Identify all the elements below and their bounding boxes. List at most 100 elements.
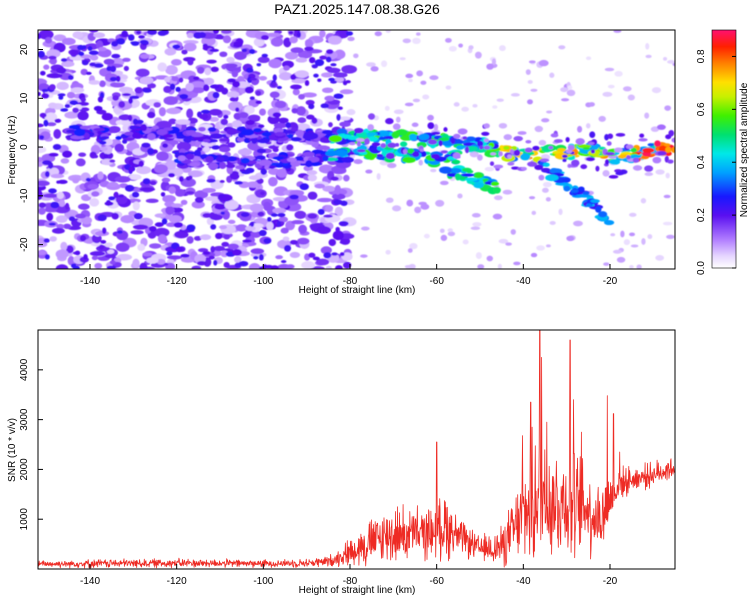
- spectrogram-cell: [249, 203, 264, 213]
- spectrogram-cell: [539, 158, 550, 163]
- spectrogram-cell: [249, 77, 258, 81]
- spectrogram-cell: [456, 145, 465, 150]
- spectrogram-cell: [290, 137, 302, 142]
- spectrogram-cell: [613, 30, 622, 33]
- spectrogram-cell: [324, 204, 333, 212]
- spectrogram-cell: [445, 85, 452, 90]
- spectrogram-y-tick-label: 0: [19, 144, 30, 150]
- spectrogram-cell: [226, 91, 240, 98]
- spectrogram-cell: [348, 142, 356, 146]
- spectrogram-cell: [250, 221, 255, 227]
- spectrogram-cell: [183, 42, 197, 52]
- spectrogram-cell: [307, 191, 318, 200]
- spectrogram-cell: [128, 174, 142, 181]
- spectrogram-cell: [378, 136, 387, 140]
- spectrogram-cell: [220, 118, 228, 126]
- spectrogram-cell: [45, 107, 56, 115]
- spectrogram-cell: [253, 37, 265, 47]
- spectrogram-cell: [589, 131, 596, 139]
- spectrogram-cell: [178, 77, 184, 83]
- spectrogram-cell: [205, 155, 214, 163]
- spectrogram-cell: [492, 213, 503, 220]
- spectrogram-cell: [200, 109, 211, 114]
- spectrogram-cell: [51, 227, 65, 234]
- spectrogram-cell: [387, 142, 397, 148]
- spectrogram-cell: [385, 197, 394, 203]
- spectrogram-cell: [124, 184, 135, 192]
- spectrogram-cell: [130, 41, 140, 45]
- spectrogram-cell: [545, 174, 559, 182]
- spectrogram-cell: [632, 165, 643, 171]
- spectrogram-cell: [118, 114, 131, 121]
- spectrogram-cell: [333, 93, 344, 99]
- spectrogram-cell: [608, 159, 621, 165]
- spectrogram-cell: [48, 222, 56, 226]
- spectrogram-cell: [77, 44, 85, 51]
- spectrogram-cell: [38, 202, 47, 208]
- spectrogram-cell: [256, 137, 270, 144]
- spectrogram-cell: [198, 126, 206, 132]
- spectrogram-cell: [530, 252, 538, 258]
- spectrogram-cell: [449, 167, 462, 174]
- spectrogram-cell: [605, 159, 610, 165]
- spectrogram-cell: [268, 58, 282, 69]
- spectrogram-cell: [194, 149, 202, 158]
- spectrogram-cell: [164, 47, 177, 56]
- spectrogram-cell: [630, 154, 642, 159]
- spectrogram-cell: [292, 88, 300, 96]
- spectrogram-cell: [163, 127, 173, 131]
- spectrogram-cell: [50, 201, 60, 209]
- spectrogram-cell: [203, 77, 215, 86]
- spectrogram-cell: [211, 145, 220, 150]
- spectrogram-cell: [206, 59, 217, 64]
- spectrogram-cell: [68, 75, 74, 80]
- spectrogram-cell: [493, 164, 504, 169]
- spectrogram-cell: [580, 164, 588, 170]
- spectrogram-cell: [139, 76, 154, 85]
- spectrogram-cell: [106, 265, 117, 269]
- spectrogram-cell: [149, 243, 162, 249]
- spectrogram-cell: [41, 160, 52, 166]
- spectrogram-cell: [154, 222, 164, 227]
- spectrogram-cell: [483, 145, 491, 150]
- spectrogram-cell: [188, 175, 193, 180]
- spectrogram-cell: [289, 194, 299, 200]
- spectrogram-cell: [385, 118, 394, 125]
- spectrogram-cell: [595, 165, 600, 172]
- spectrogram-cell: [542, 187, 549, 193]
- spectrogram-cell: [58, 199, 66, 207]
- spectrogram-cell: [44, 254, 50, 260]
- spectrogram-cell: [173, 222, 183, 228]
- spectrogram-cell: [147, 111, 156, 119]
- spectrogram-cell: [490, 152, 497, 156]
- spectrogram-cell: [590, 199, 600, 203]
- spectrogram-cell: [562, 177, 571, 183]
- spectrogram-cell: [647, 143, 655, 147]
- spectrogram-cell: [255, 90, 262, 96]
- spectrogram-cell: [198, 31, 206, 39]
- spectrogram-cell: [525, 69, 531, 75]
- spectrogram-cell: [304, 79, 310, 86]
- spectrogram-cell: [629, 212, 637, 217]
- spectrogram-cell: [249, 48, 256, 55]
- spectrogram-cell: [115, 75, 121, 82]
- spectrogram-y-axis-label: Frequency (Hz): [7, 116, 18, 185]
- spectrogram-cell: [376, 153, 384, 158]
- snr-x-axis: -140 -120 -100 -80 -60 -40 -20: [80, 564, 618, 587]
- spectrogram-cell: [529, 196, 536, 200]
- spectrogram-cell: [260, 34, 270, 41]
- spectrogram-cell: [439, 180, 449, 186]
- spectrogram-cell: [38, 146, 47, 154]
- spectrogram-cell: [353, 159, 363, 165]
- spectrogram-x-tick-label: -120: [167, 276, 187, 287]
- spectrogram-cell: [209, 84, 220, 89]
- spectrogram-cell: [610, 233, 616, 237]
- spectrogram-cell: [323, 214, 333, 218]
- spectrogram-y-tick-label: 10: [19, 92, 30, 104]
- spectrogram-cell: [578, 193, 592, 198]
- spectrogram-cell: [245, 225, 256, 231]
- spectrogram-cell: [60, 241, 68, 251]
- spectrogram-cell: [490, 181, 500, 187]
- spectrogram-cell: [438, 139, 443, 147]
- spectrogram-cell: [111, 40, 119, 47]
